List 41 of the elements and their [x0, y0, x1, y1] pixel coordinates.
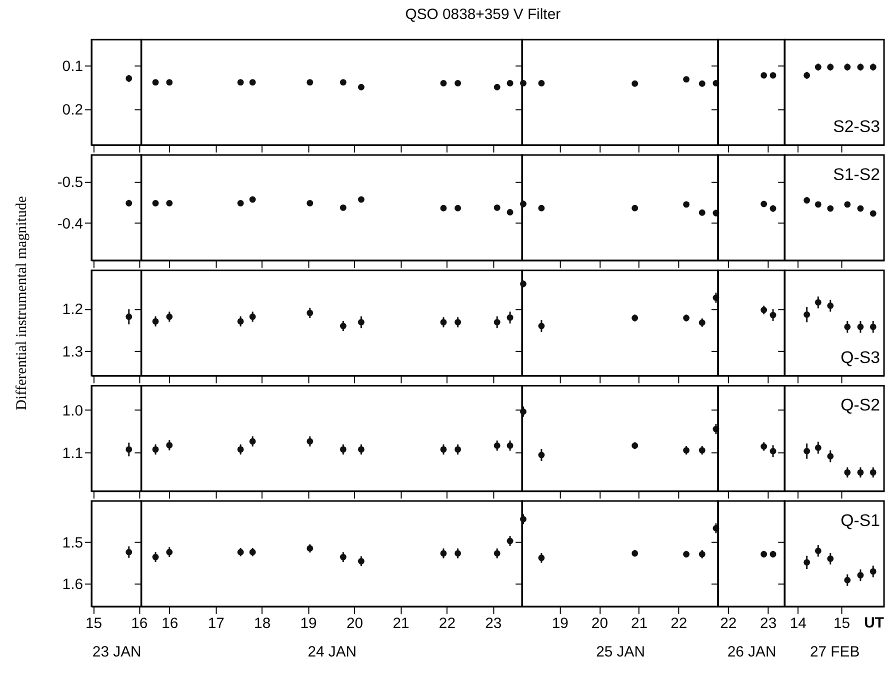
x-axis-title: 27 FEB [810, 644, 860, 661]
y-tick-label: 0.1 [62, 58, 84, 75]
x-tick-label: 21 [631, 616, 648, 632]
x-tick-label: 23 [485, 616, 502, 632]
y-tick-label: 1.0 [62, 403, 84, 420]
x-tick-label: 15 [833, 616, 850, 632]
x-axis-title: 25 JAN [596, 644, 645, 661]
x-tick-label: 19 [300, 616, 317, 632]
x-tick-label: 22 [720, 616, 737, 632]
x-tick-label: 20 [591, 616, 608, 632]
y-axis-title: Differential instrumental magnitude [14, 196, 30, 410]
x-tick-label: 17 [208, 616, 224, 632]
x-axis-title: 23 JAN [92, 644, 142, 661]
x-tick-label: 14 [790, 616, 806, 632]
x-tick-label: 19 [552, 616, 568, 632]
y-tick-label: 1.1 [62, 446, 84, 462]
annotation: Q-S2 [840, 396, 880, 415]
y-tick-label: 0.2 [62, 102, 84, 118]
y-tick-label: 1.5 [62, 536, 84, 552]
y-tick-label: 1.3 [62, 344, 84, 360]
chart-title: QSO 0838+359 V Filter [405, 6, 561, 23]
x-tick-label: 20 [346, 616, 364, 632]
annotation: Q-S3 [840, 348, 880, 367]
y-tick-label: -0.4 [57, 216, 84, 232]
x-tick-label: 18 [254, 616, 271, 632]
x-tick-label: 22 [438, 616, 456, 632]
y-tick-label: 1.6 [62, 576, 84, 593]
x-axis-title: 24 JAN [308, 644, 357, 661]
x-tick-label: 16 [162, 616, 178, 632]
annotation: S1-S2 [833, 164, 880, 184]
annotation: S2-S3 [833, 117, 880, 136]
x-tick-label: 15 [86, 616, 102, 632]
x-tick-label: 16 [131, 616, 148, 632]
y-tick-label: 1.2 [62, 302, 84, 318]
text: UT [864, 615, 884, 632]
x-tick-label: 21 [392, 616, 410, 632]
annotation: Q-S1 [840, 510, 880, 530]
x-tick-label: 22 [670, 616, 688, 632]
x-axis-title: 26 JAN [727, 644, 776, 661]
y-tick-label: -0.5 [57, 175, 84, 192]
x-tick-label: 23 [760, 616, 777, 632]
